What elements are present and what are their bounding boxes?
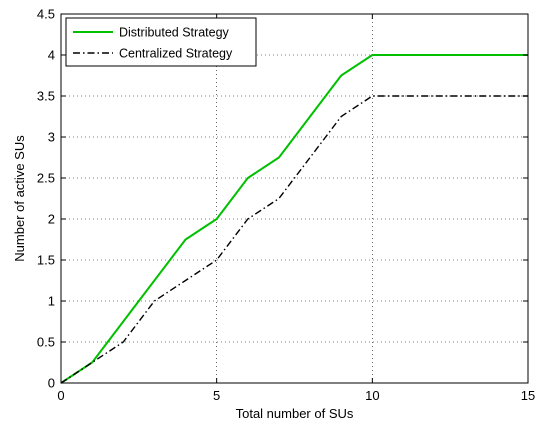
y-tick-label: 3.5 (37, 89, 55, 104)
x-tick-label: 0 (57, 388, 64, 403)
axis-ticks: 0 5 10 15 0 0.5 1 1.5 2 2.5 3 3.5 4 4.5 (37, 7, 535, 404)
y-tick-label: 0.5 (37, 335, 55, 350)
y-tick-label: 1.5 (37, 253, 55, 268)
x-axis-label: Total number of SUs (236, 406, 354, 421)
y-tick-label: 0 (48, 376, 55, 391)
x-tick-label: 10 (365, 388, 379, 403)
y-tick-label: 2 (48, 212, 55, 227)
y-tick-label: 1 (48, 294, 55, 309)
x-tick-label: 15 (521, 388, 535, 403)
legend-box (65, 17, 257, 67)
y-tick-label: 2.5 (37, 171, 55, 186)
series-lines (60, 54, 528, 384)
x-tick-label: 5 (213, 388, 220, 403)
grid (61, 14, 528, 383)
legend: Distributed Strategy Centralized Strategy (65, 17, 257, 67)
y-axis-label: Number of active SUs (12, 135, 27, 262)
plot-frame (60, 13, 529, 384)
legend-label: Centralized Strategy (119, 47, 233, 61)
legend-label: Distributed Strategy (119, 26, 230, 40)
series-line-centralized (60, 95, 528, 384)
y-tick-label: 4 (48, 48, 55, 63)
series-line-distributed (60, 54, 528, 384)
y-tick-label: 3 (48, 130, 55, 145)
y-tick-label: 4.5 (37, 7, 55, 22)
